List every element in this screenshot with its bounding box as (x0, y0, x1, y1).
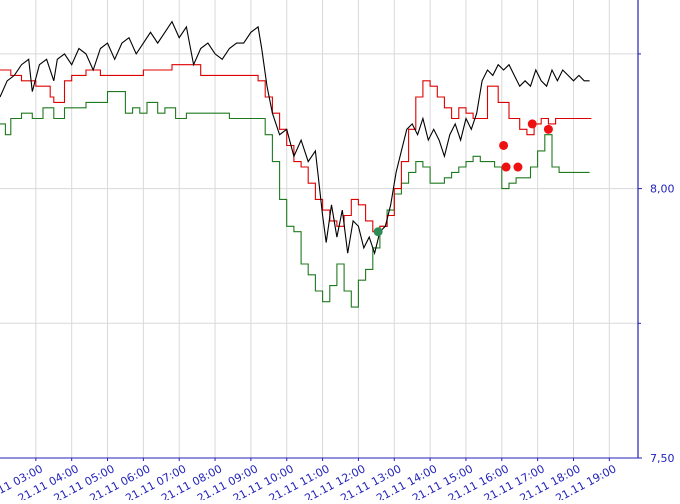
series-line-black (0, 20, 590, 256)
series-layer (0, 20, 592, 308)
data-point-marker (373, 227, 383, 237)
data-point-marker (527, 119, 537, 129)
data-point-marker (543, 124, 553, 134)
grid-layer (0, 0, 638, 459)
marker-layer (373, 119, 553, 237)
data-point-marker (513, 162, 523, 172)
data-point-marker (499, 140, 509, 150)
y-tick-label: 8,00 (650, 183, 675, 196)
y-tick-label: 7,50 (650, 452, 675, 465)
series-line-green (0, 91, 590, 308)
data-point-marker (501, 162, 511, 172)
series-line-red (0, 64, 592, 233)
